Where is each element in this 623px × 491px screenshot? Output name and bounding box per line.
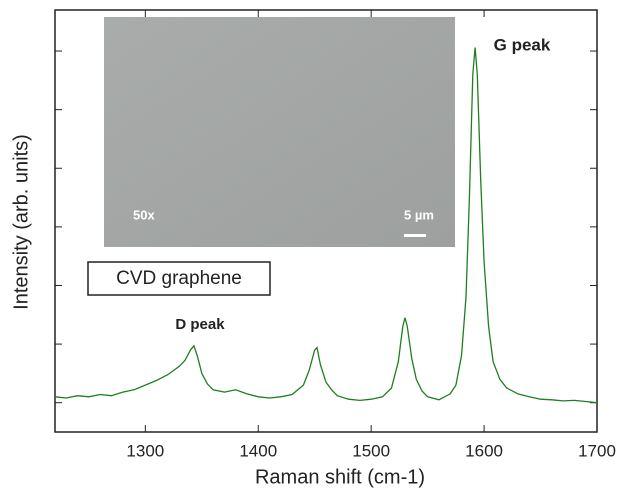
- x-tick-label: 1600: [465, 441, 503, 460]
- x-tick-label: 1400: [239, 441, 277, 460]
- plot-frame: [54, 9, 598, 433]
- scale-bar-label: 5 µm: [404, 207, 434, 222]
- inset-image: [104, 17, 455, 247]
- y-axis-label: Intensity (arb. units): [10, 134, 32, 310]
- x-tick-label: 1700: [578, 441, 616, 460]
- scale-bar: [404, 234, 426, 237]
- x-axis-label: Raman shift (cm-1): [255, 466, 425, 488]
- spectrum-line: [54, 47, 598, 404]
- x-tick-label: 1300: [126, 441, 164, 460]
- g-peak-label: G peak: [494, 35, 551, 54]
- x-tick-label: 1500: [352, 441, 390, 460]
- magnification-label: 50x: [133, 207, 155, 222]
- d-peak-label: D peak: [175, 316, 225, 333]
- sample-box: [87, 261, 271, 296]
- sample-label: CVD graphene: [116, 268, 242, 289]
